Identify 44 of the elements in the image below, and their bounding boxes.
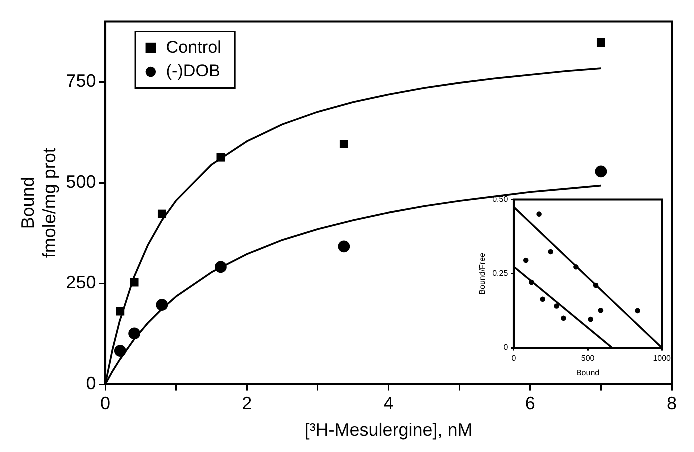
point [116, 307, 125, 316]
point [523, 258, 529, 264]
x-tick-label: 0 [512, 354, 517, 363]
y-tick-label: 0 [504, 343, 509, 352]
point [598, 308, 604, 314]
point [554, 304, 560, 309]
x-tick-label: 8 [666, 394, 678, 414]
x-tick-label: 2 [242, 394, 252, 414]
point [574, 264, 579, 270]
legend-label: (-)DOB [166, 62, 220, 81]
x-axis-title: Bound [576, 368, 600, 378]
y-tick-label: 250 [66, 272, 96, 293]
x-tick-label: 6 [525, 394, 536, 414]
point [215, 261, 227, 274]
y-tick-label: 750 [66, 71, 96, 92]
point [561, 316, 566, 321]
point [340, 140, 348, 149]
point [596, 38, 606, 47]
point [529, 280, 534, 286]
point [338, 240, 350, 253]
point [588, 316, 594, 322]
x-tick-label: 4 [384, 394, 394, 414]
x-tick-label: 0 [100, 394, 111, 414]
point [540, 296, 546, 302]
point [593, 282, 599, 288]
legend-label: Control [166, 38, 222, 57]
x-axis-title: [³H-Mesulergine], nM [304, 420, 473, 440]
point [216, 153, 226, 162]
point [156, 299, 168, 312]
point [128, 328, 141, 340]
point [548, 249, 554, 255]
point [130, 278, 139, 287]
point [114, 345, 126, 357]
x-tick-label: 1000 [653, 354, 672, 363]
y-axis-title: Bound fmole/mg prot [18, 148, 60, 258]
y-axis-title: Bound/Free [478, 252, 488, 295]
x-tick-label: 500 [581, 354, 596, 363]
y-tick-label: 0.25 [492, 269, 509, 278]
point [635, 308, 640, 314]
point [536, 212, 542, 217]
point [158, 210, 166, 218]
point [595, 166, 608, 178]
y-tick-label: 500 [66, 172, 96, 192]
y-tick-label: 0 [86, 373, 96, 394]
